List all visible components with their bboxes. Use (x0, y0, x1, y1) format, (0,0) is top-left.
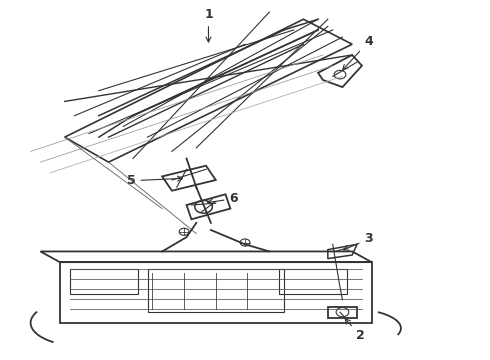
Bar (147, 269, 284, 312)
Text: 5: 5 (126, 174, 182, 187)
Text: 2: 2 (345, 319, 365, 342)
Bar (70, 269, 138, 294)
Text: 1: 1 (204, 8, 213, 42)
Text: 3: 3 (343, 233, 373, 250)
Text: 6: 6 (208, 192, 238, 205)
Bar (279, 269, 347, 294)
Text: 4: 4 (343, 35, 373, 70)
